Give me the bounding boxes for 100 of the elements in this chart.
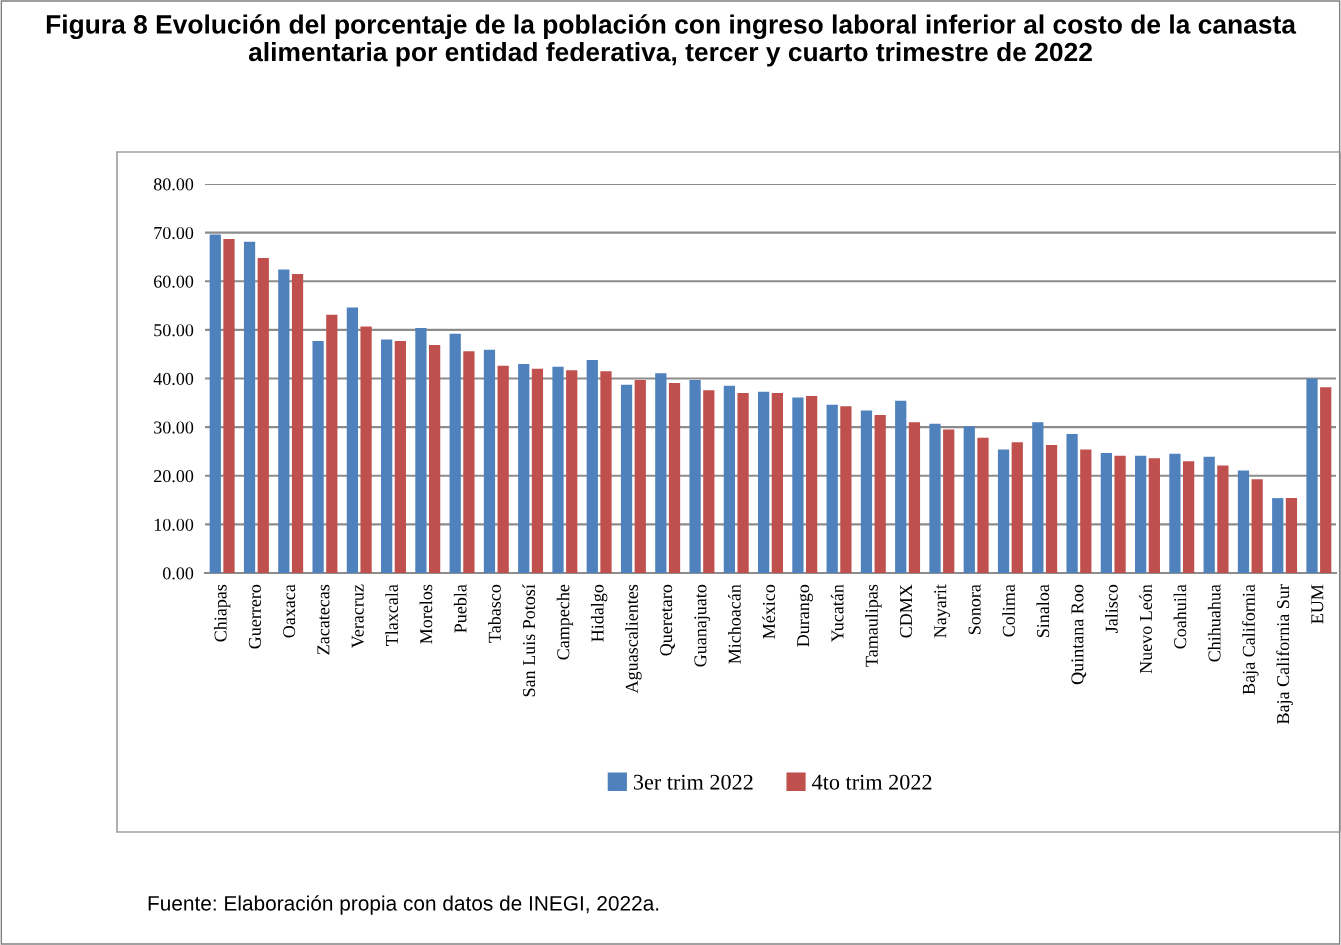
bar (394, 341, 406, 573)
x-tick-label: Nayarit (934, 584, 951, 638)
x-tick-label: Tamaulipas (865, 584, 882, 667)
bar (552, 366, 564, 573)
x-tick-label: México (762, 584, 776, 639)
bar (1135, 455, 1147, 573)
legend-label: 4to trim 2022 (812, 774, 932, 790)
bar (977, 437, 989, 573)
x-tick-label: Oaxaca (283, 584, 296, 638)
bar (326, 314, 338, 573)
y-tick-label: 20.00 (154, 470, 194, 483)
bar (600, 371, 612, 573)
bar (346, 307, 358, 573)
bar (997, 449, 1010, 573)
bar (668, 382, 681, 573)
x-tick-label: Morelos (419, 584, 433, 644)
x-tick-label: Chiapas (213, 584, 231, 642)
source-note: Fuente: Elaboración propia con datos de INEGI, 2022a. (148, 895, 659, 915)
y-tick-label: 70.00 (154, 226, 194, 240)
bar (1169, 453, 1181, 573)
bar (415, 327, 427, 573)
bar (1045, 445, 1058, 573)
x-tick-label: Yucatán (830, 584, 844, 643)
bar (1272, 498, 1284, 573)
bar (826, 404, 838, 573)
bar (1237, 470, 1250, 573)
x-tick-label: Campeche (556, 584, 574, 660)
x-tick-label: Coahuila (1173, 584, 1187, 649)
bar (908, 422, 921, 573)
bar (860, 410, 873, 573)
bar (586, 360, 598, 573)
bar (1148, 458, 1160, 573)
bar (463, 351, 475, 573)
bar (312, 341, 324, 573)
legend-label: 3er trim 2022 (633, 774, 753, 790)
x-tick-label: Guerrero (248, 584, 261, 649)
bar (758, 391, 770, 573)
bar (1114, 455, 1126, 573)
bar (1203, 456, 1215, 573)
bar (483, 349, 496, 573)
y-tick-label: 40.00 (153, 372, 194, 386)
bar (895, 400, 907, 573)
x-tick-label: Sonora (968, 584, 981, 635)
bar (1080, 449, 1092, 573)
bar (449, 333, 461, 573)
chart-title: Figura 8 Evolución del porcentaje de la población con ingreso laboral inferior al costo de la canasta alimentaria por entidad federativa, tercer y cuarto trimestre de 2022 (46, 14, 1297, 67)
bar (792, 397, 804, 573)
bar (806, 396, 818, 573)
bar (1066, 433, 1078, 573)
bar (381, 339, 393, 573)
bar (943, 429, 955, 573)
x-tick-label: Aguascalientes (625, 584, 642, 694)
bar (566, 370, 578, 573)
y-tick-label: 10.00 (154, 518, 194, 531)
y-tick-label: 30.00 (154, 421, 194, 434)
bar (257, 257, 269, 573)
y-tick-label: 0.00 (162, 567, 194, 580)
bar (1285, 498, 1298, 573)
bar (429, 344, 441, 573)
x-tick-label: EUM (1311, 584, 1324, 624)
x-tick-label: Chihuahua (1207, 584, 1221, 662)
x-tick-label: Sinaloa (1036, 584, 1050, 638)
bar (243, 241, 256, 573)
x-tick-label: Queretaro (660, 584, 675, 656)
bar (723, 385, 735, 573)
bar (689, 379, 701, 573)
bar (703, 390, 715, 573)
y-tick-label: 50.00 (154, 324, 194, 337)
bar (655, 373, 667, 573)
x-tick-label: Tlaxcala (385, 584, 399, 646)
bar (1011, 442, 1023, 573)
x-tick-label: Michoacán (728, 584, 741, 664)
x-tick-label: Baja California Sur (1276, 584, 1293, 724)
x-tick-label: Colima (1002, 584, 1015, 637)
bar (1306, 378, 1318, 573)
y-tick-label: 80.00 (153, 178, 194, 191)
bar (840, 406, 852, 573)
x-tick-label: San Luis Potosí (522, 584, 536, 697)
x-tick-label: Veracruz (351, 584, 364, 649)
x-tick-label: Quintana Roo (1071, 584, 1087, 685)
x-tick-label: Zacatecas (317, 584, 330, 655)
bar (531, 368, 544, 573)
bar (1251, 479, 1263, 573)
x-tick-label: Tabasco (488, 584, 501, 643)
x-tick-label: Hidalgo (590, 584, 608, 642)
bar (737, 393, 749, 573)
bar (874, 414, 886, 573)
bar (634, 379, 646, 573)
bar (1217, 465, 1229, 573)
x-tick-label: Nuevo León (1139, 584, 1153, 674)
bar (497, 365, 509, 573)
bar (1100, 452, 1112, 573)
x-tick-label: Baja California (1242, 584, 1259, 695)
x-tick-label: Puebla (453, 584, 467, 633)
bar (278, 269, 290, 573)
x-tick-label: Durango (797, 584, 813, 647)
bar (360, 326, 372, 573)
bar (291, 273, 304, 573)
bar (518, 363, 530, 573)
x-tick-label: CDMX (899, 584, 913, 638)
